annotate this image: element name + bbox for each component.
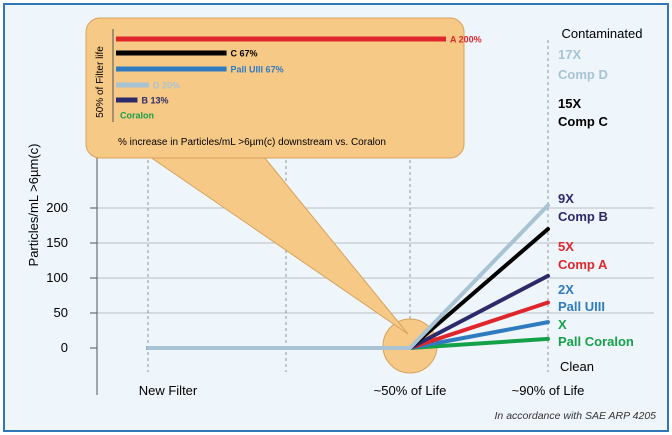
series-line-comp-d xyxy=(146,203,550,350)
inset-bar-pall-uiii xyxy=(116,66,227,72)
series-factor-pall-coralon: X xyxy=(558,317,567,332)
y-tick-label-4: 200 xyxy=(46,200,68,215)
x-axis: New Filter ~50% of Life ~90% of Life xyxy=(139,383,585,398)
series-factor-comp-c: 15X xyxy=(558,96,581,111)
y-tick-label-0: 0 xyxy=(61,340,68,355)
y-tick-label-3: 150 xyxy=(46,235,68,250)
inset-x-label: % increase in Particles/mL >6µm(c) downs… xyxy=(118,137,386,148)
x-tick-label-0: New Filter xyxy=(139,383,198,398)
callout-pointer xyxy=(138,149,409,335)
series-factor-comp-b: 9X xyxy=(558,191,574,206)
inset-bar-c xyxy=(116,50,227,56)
series-name-comp-c: Comp C xyxy=(558,114,608,129)
inset-bar-chart: 50% of Filter life A 200% C 67% Pall UIII 6… xyxy=(85,17,482,159)
inset-bar-label-pall-uiii: Pall UIII 67% xyxy=(231,65,284,75)
inset-bar-label-coralon: Coralon xyxy=(120,111,154,121)
series-name-pall-uiii: Pall UIII xyxy=(558,299,605,314)
x-tick-label-1: ~50% of Life xyxy=(374,383,447,398)
inset-bar-d xyxy=(116,82,149,88)
inset-bar-label-d: D 20% xyxy=(153,81,180,91)
series-factor-pall-uiii: 2X xyxy=(558,282,574,297)
inset-bar-a xyxy=(116,36,446,42)
y-tick-label-1: 50 xyxy=(54,305,68,320)
inset-bar-b xyxy=(116,97,138,103)
x-tick-label-2: ~90% of Life xyxy=(512,383,585,398)
series-name-comp-a: Comp A xyxy=(558,257,608,272)
contaminated-label: Contaminated xyxy=(562,26,643,41)
series-name-comp-d: Comp D xyxy=(558,67,608,82)
inset-y-label: 50% of Filter life xyxy=(95,46,106,118)
inset-bar-label-a: A 200% xyxy=(450,35,482,45)
series-labels: 17X Comp D 15X Comp C 9X Comp B 5X Comp A 2X Pall… xyxy=(558,47,634,349)
y-tick-label-2: 100 xyxy=(46,270,68,285)
inset-bar-label-b: B 13% xyxy=(141,96,168,106)
inset-wedge-joint xyxy=(140,150,258,156)
series-factor-comp-a: 5X xyxy=(558,239,574,254)
footnote: In accordance with SAE ARP 4205 xyxy=(495,410,657,422)
clean-label: Clean xyxy=(560,359,594,374)
series-lines xyxy=(146,203,550,350)
series-factor-comp-d: 17X xyxy=(558,47,581,62)
series-name-comp-b: Comp B xyxy=(558,209,608,224)
inset-bar-label-c: C 67% xyxy=(231,49,258,59)
y-axis-label: Particles/mL >6µm(c) xyxy=(26,144,41,267)
callout-wedge xyxy=(138,149,409,335)
series-name-pall-coralon: Pall Coralon xyxy=(558,334,634,349)
